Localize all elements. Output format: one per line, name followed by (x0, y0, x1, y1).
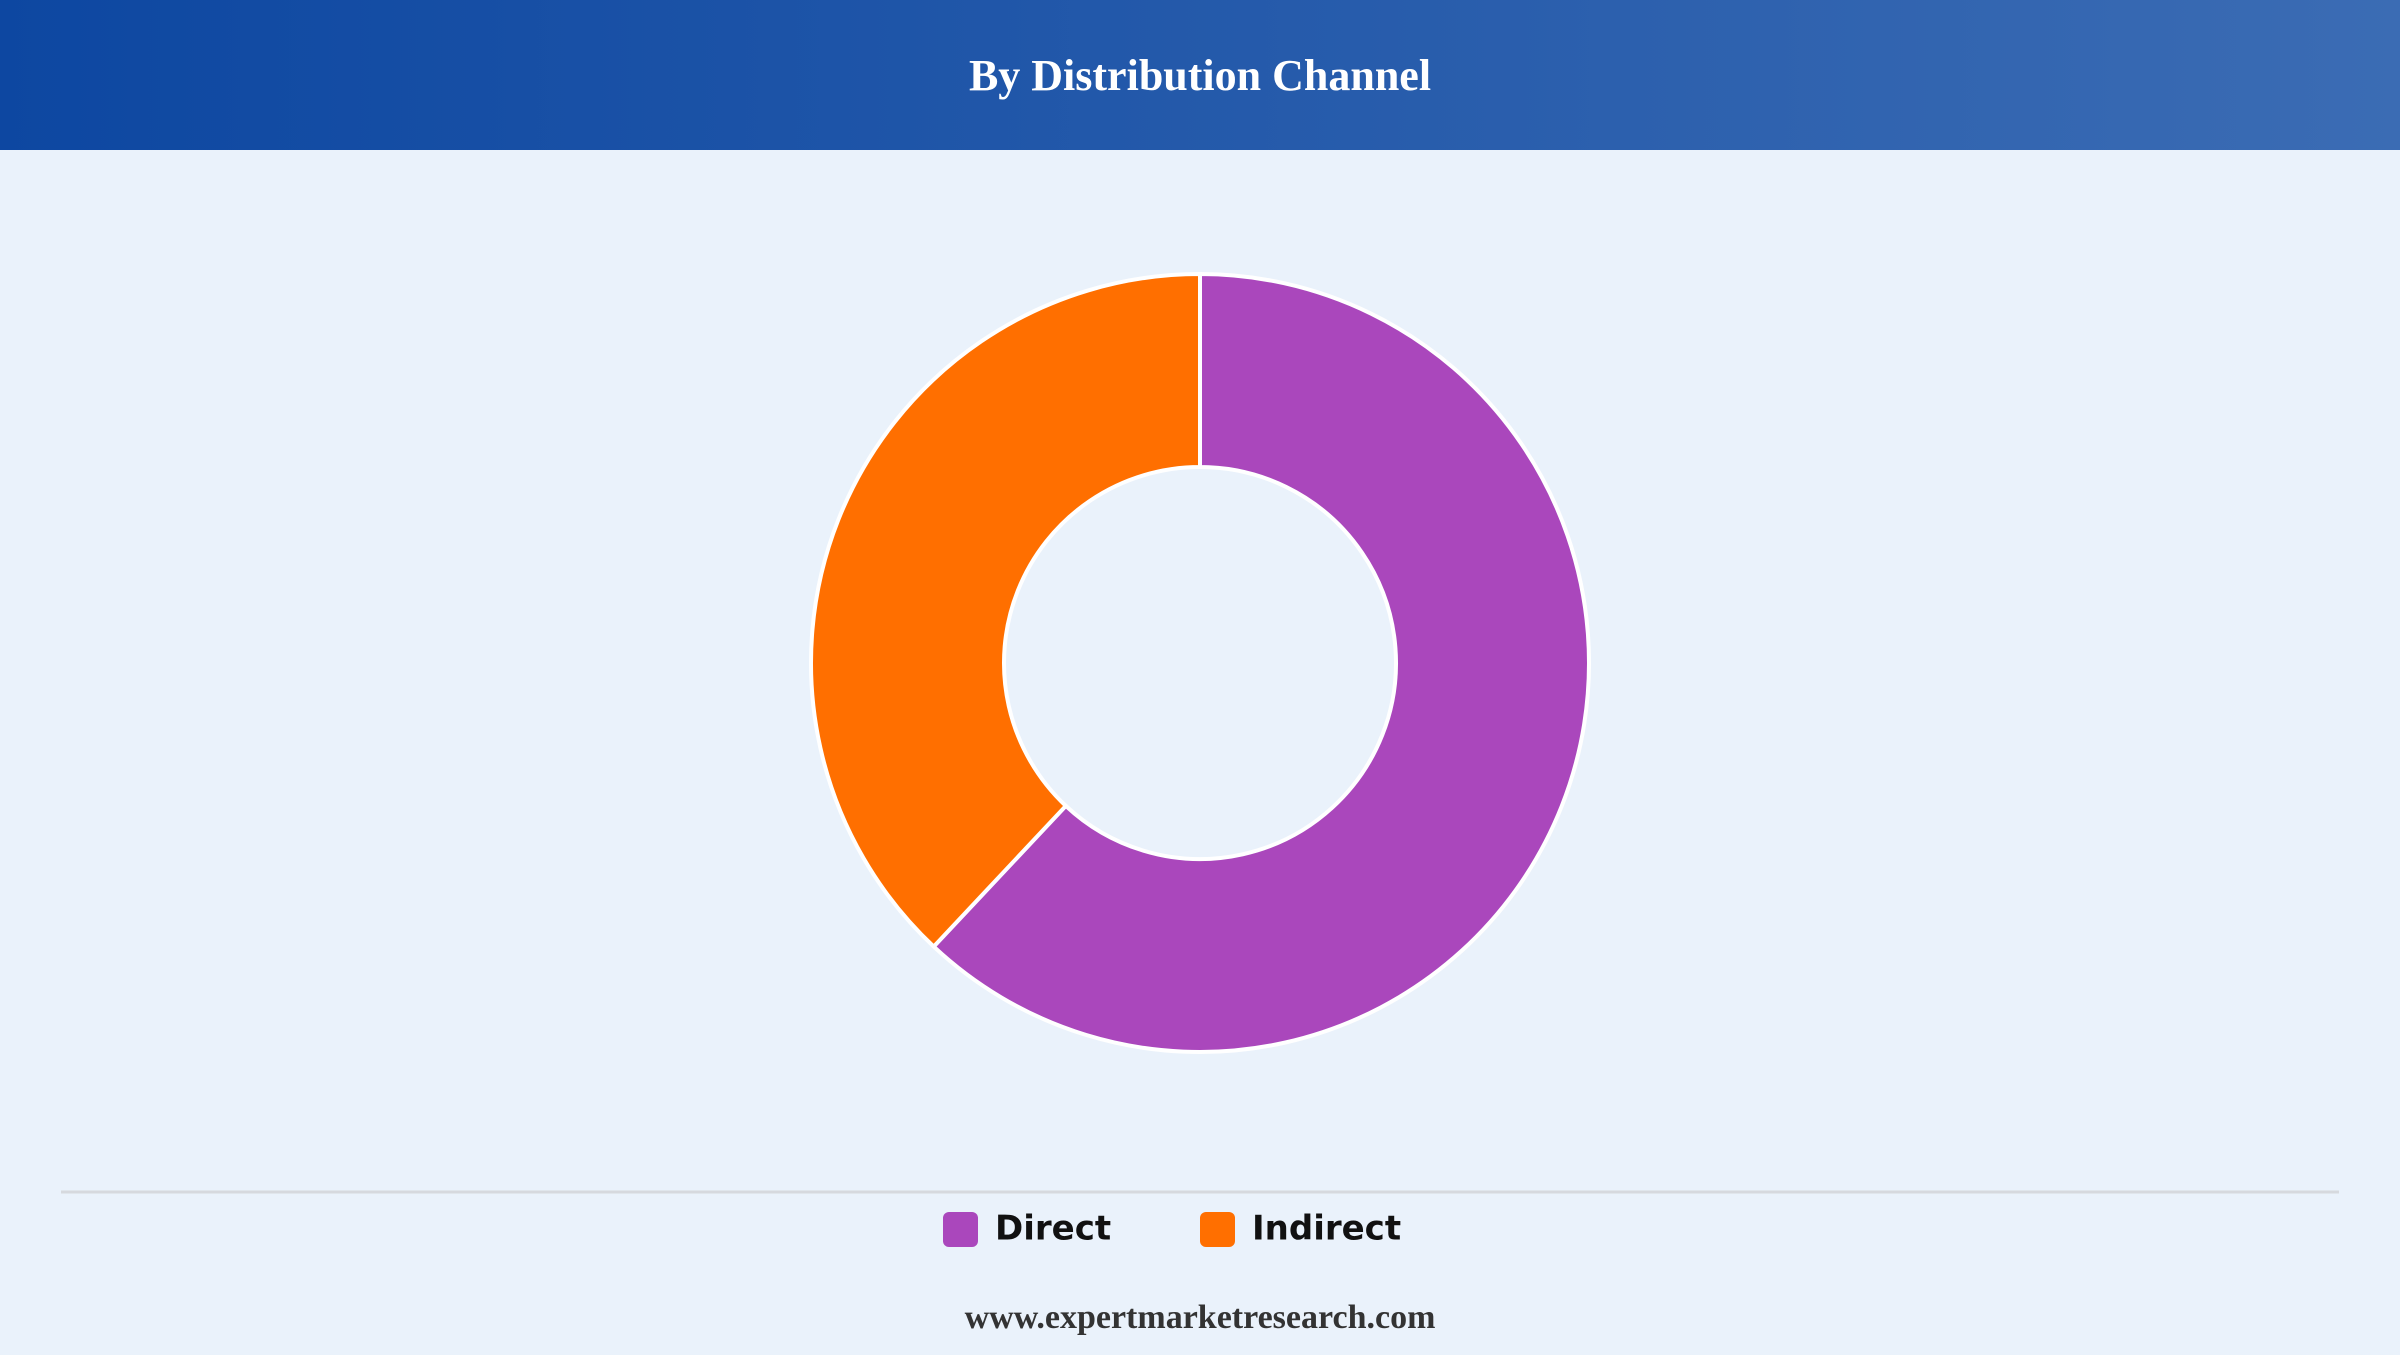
header-band (0, 0, 2400, 150)
legend-swatch (1200, 1212, 1235, 1247)
source-text: www.expertmarketresearch.com (965, 1299, 1436, 1336)
donut-slice (809, 271, 1202, 950)
legend-label: Direct (995, 1209, 1111, 1249)
chart-title: By Distribution Channel (969, 51, 1431, 100)
legend-swatch (943, 1212, 978, 1247)
legend-label: Indirect (1252, 1209, 1401, 1249)
donut-slice (930, 271, 1591, 1054)
